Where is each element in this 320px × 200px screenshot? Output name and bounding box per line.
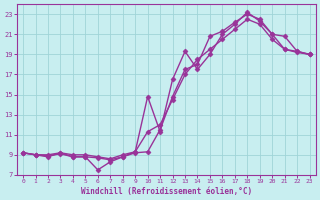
X-axis label: Windchill (Refroidissement éolien,°C): Windchill (Refroidissement éolien,°C) xyxy=(81,187,252,196)
